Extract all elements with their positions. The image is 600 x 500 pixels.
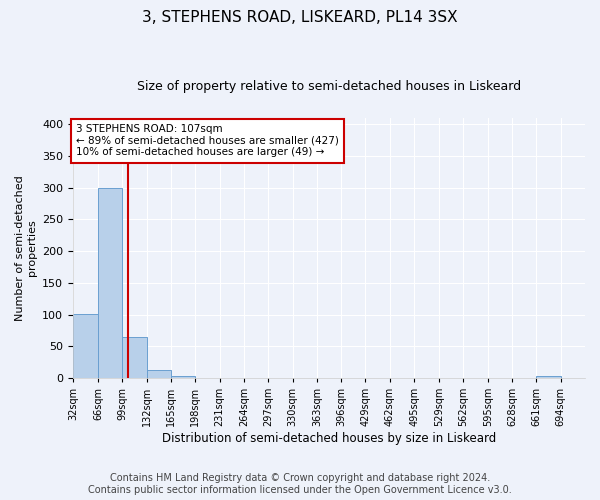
Title: Size of property relative to semi-detached houses in Liskeard: Size of property relative to semi-detach… — [137, 80, 521, 93]
Text: 3, STEPHENS ROAD, LISKEARD, PL14 3SX: 3, STEPHENS ROAD, LISKEARD, PL14 3SX — [142, 10, 458, 25]
Bar — [73, 314, 98, 378]
Bar — [122, 337, 146, 378]
Text: 3 STEPHENS ROAD: 107sqm
← 89% of semi-detached houses are smaller (427)
10% of s: 3 STEPHENS ROAD: 107sqm ← 89% of semi-de… — [76, 124, 339, 158]
Bar — [146, 370, 171, 378]
Bar — [98, 188, 122, 378]
Y-axis label: Number of semi-detached
properties: Number of semi-detached properties — [15, 175, 37, 321]
Bar — [536, 376, 560, 378]
Text: Contains HM Land Registry data © Crown copyright and database right 2024.
Contai: Contains HM Land Registry data © Crown c… — [88, 474, 512, 495]
X-axis label: Distribution of semi-detached houses by size in Liskeard: Distribution of semi-detached houses by … — [162, 432, 496, 445]
Bar — [171, 376, 195, 378]
